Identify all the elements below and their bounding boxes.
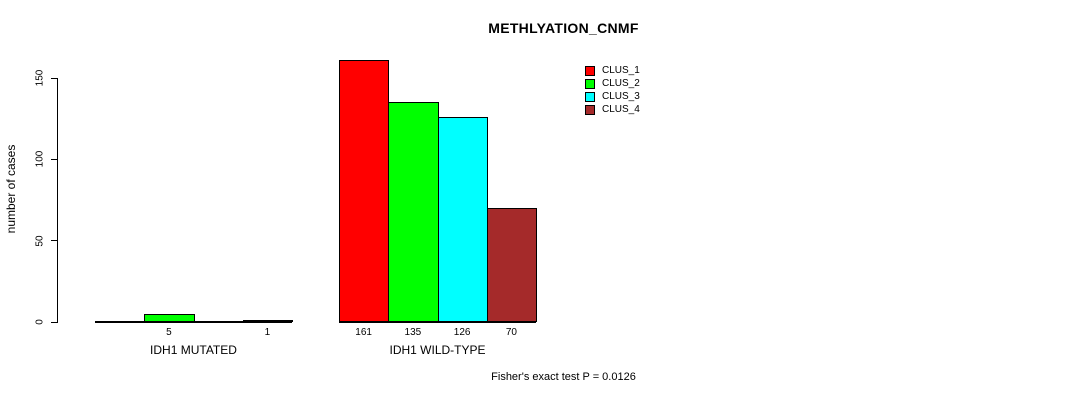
legend-swatch-clus_2 [585,79,595,89]
legend-row: CLUS_3 [585,92,640,102]
legend-label: CLUS_2 [602,78,640,89]
bar-clus_2 [388,102,439,322]
bar-clus_3 [437,117,488,322]
fisher-test-note: Fisher's exact test P = 0.0126 [491,371,636,383]
chart-title: METHLYATION_CNMF [488,20,639,36]
bar-clus_2 [144,314,195,322]
y-axis-tick [51,240,57,242]
legend-label: CLUS_4 [602,104,640,115]
bar-value-label: 161 [355,327,372,338]
group-label: IDH1 WILD-TYPE [389,343,486,357]
legend-swatch-clus_3 [585,92,595,102]
bar-value-label: 135 [404,327,422,338]
bar-value-label: 70 [505,327,517,338]
legend-swatch-clus_1 [585,66,595,76]
y-axis-tick-label: 100 [34,150,46,168]
legend-label: CLUS_3 [602,91,640,102]
y-axis-tick-label: 0 [34,319,46,325]
legend-swatch-clus_4 [585,105,595,115]
y-axis-tick [51,77,57,79]
legend-row: CLUS_1 [585,66,640,76]
x-axis-baseline [95,321,292,323]
legend-label: CLUS_1 [602,65,640,76]
group-label: IDH1 MUTATED [150,343,237,357]
bar-clus_4 [486,208,537,322]
bar-clus_1 [339,60,390,322]
bar-clus_4 [242,320,293,322]
y-axis-title: number of cases [4,144,18,234]
y-axis-tick [51,158,57,160]
y-axis-line [57,78,58,323]
legend-row: CLUS_4 [585,105,640,115]
legend-row: CLUS_2 [585,79,640,89]
legend: CLUS_1 CLUS_2 CLUS_3 CLUS_4 [585,66,640,118]
bar-value-label: 5 [166,327,172,338]
y-axis-tick [51,321,57,323]
bar-value-label: 1 [264,327,271,338]
bar-value-label: 126 [453,327,471,338]
y-axis-tick-label: 150 [34,69,46,87]
x-axis-baseline [339,321,536,323]
y-axis-tick-label: 50 [34,235,46,247]
